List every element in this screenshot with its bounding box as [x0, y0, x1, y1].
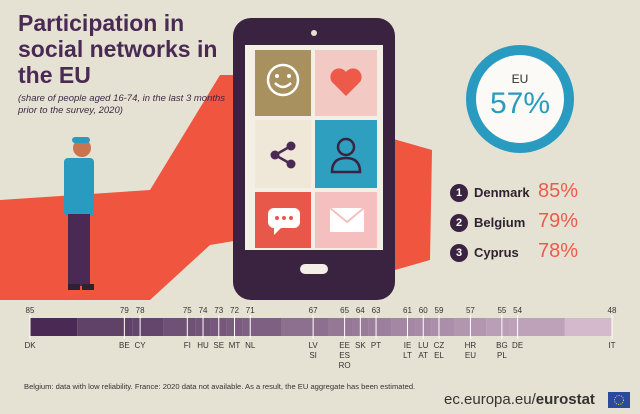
bar-segment	[391, 318, 416, 336]
data-label: 75	[183, 306, 192, 315]
eu-value: 57%	[489, 87, 551, 120]
eu-flag-icon	[608, 392, 630, 408]
rank-country: Denmark	[474, 185, 530, 200]
page-title: Participation in social networks in the …	[18, 10, 218, 88]
tick-label: BE	[119, 341, 130, 350]
data-label: 59	[435, 306, 444, 315]
tick-label: MT	[229, 341, 241, 350]
subtitle: (share of people aged 16-74, in the last…	[18, 93, 226, 116]
source-brand: eurostat	[535, 391, 595, 408]
bar-segment	[486, 318, 510, 336]
smiley-icon	[266, 63, 300, 97]
tick-label: SK	[355, 341, 366, 350]
data-label: 48	[608, 306, 617, 315]
bar-segment	[163, 318, 196, 336]
data-label: 55	[497, 306, 506, 315]
tick-label: EE	[339, 341, 350, 350]
tick-label: CY	[135, 341, 147, 350]
bar-segment	[431, 318, 455, 336]
eu-label: EU	[511, 72, 529, 86]
person-with-phone-illustration	[64, 137, 94, 290]
data-label: 65	[340, 306, 349, 315]
bar-segment	[132, 318, 164, 336]
rank-value: 78%	[538, 240, 579, 262]
rank-number: 2	[450, 214, 468, 232]
tick-label: LU	[418, 341, 428, 350]
rank-number: 1	[450, 184, 468, 202]
data-label: 63	[372, 306, 381, 315]
heart-icon	[330, 68, 362, 96]
tick-label: IT	[608, 341, 615, 350]
data-label: 79	[120, 306, 129, 315]
data-label: 57	[466, 306, 475, 315]
hand-holding-phone-illustration	[0, 18, 574, 300]
tick-label: DE	[512, 341, 523, 350]
tick-label: PL	[497, 351, 507, 360]
tick-label: EU	[465, 351, 476, 360]
chat-bubble-icon	[268, 208, 300, 235]
rank-value: 79%	[538, 210, 579, 232]
bar-segment	[281, 318, 329, 336]
tick-label: AT	[418, 351, 428, 360]
bar-segment	[242, 318, 282, 336]
data-label: 72	[230, 306, 239, 315]
bar-segment	[328, 318, 353, 336]
tick-label: CZ	[434, 341, 445, 350]
data-label: 54	[513, 306, 522, 315]
share-icon	[270, 141, 296, 169]
person-icon	[330, 137, 362, 174]
data-label: 71	[246, 306, 255, 315]
bar-segment	[30, 318, 78, 336]
data-label: 78	[136, 306, 145, 315]
tick-label: LV	[309, 341, 319, 350]
tick-label: DK	[24, 341, 36, 350]
data-label: 85	[26, 306, 35, 315]
data-label: 64	[356, 306, 365, 315]
source: ec.europa.eu/eurostat	[444, 391, 595, 408]
tick-label: LT	[403, 351, 412, 360]
tick-label: FI	[184, 341, 191, 350]
tick-label: ES	[339, 351, 350, 360]
tick-label: RO	[339, 361, 351, 370]
bar-segment	[564, 318, 612, 336]
tick-label: SE	[213, 341, 224, 350]
tick-label: EL	[434, 351, 444, 360]
bar-segment	[509, 318, 565, 336]
tick-label: HU	[197, 341, 209, 350]
data-label: 60	[419, 306, 428, 315]
tick-label: IE	[404, 341, 412, 350]
tick-label: HR	[465, 341, 477, 350]
footnote: Belgium: data with low reliability. Fran…	[24, 382, 416, 391]
rank-country: Cyprus	[474, 245, 519, 260]
source-domain: ec.europa.eu/	[444, 391, 536, 408]
rank-value: 85%	[538, 180, 579, 202]
bar-segment	[77, 318, 133, 336]
data-label: 74	[199, 306, 208, 315]
data-label: 73	[214, 306, 223, 315]
envelope-icon	[329, 207, 365, 232]
data-label: 61	[403, 306, 412, 315]
bar-segment	[368, 318, 392, 336]
data-label: 67	[309, 306, 318, 315]
tick-label: BG	[496, 341, 508, 350]
tick-label: PT	[371, 341, 381, 350]
tick-label: NL	[245, 341, 256, 350]
rank-number: 3	[450, 244, 468, 262]
rank-country: Belgium	[474, 215, 526, 230]
tick-label: SI	[309, 351, 317, 360]
